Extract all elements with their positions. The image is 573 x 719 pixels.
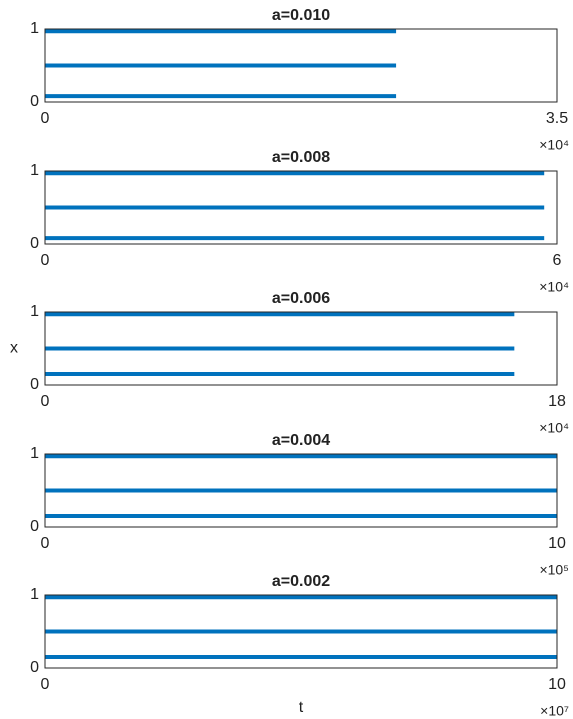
subplot-title: a=0.010 [272, 7, 330, 24]
y-tick-label: 1 [30, 586, 39, 603]
x-exponent: ×10⁵ [539, 562, 569, 578]
axes-box [44, 28, 558, 103]
y-tick-label: 0 [30, 518, 39, 535]
axes-box [44, 311, 558, 386]
y-tick-label: 0 [30, 376, 39, 393]
x-exponent: ×10⁴ [539, 279, 569, 295]
x-tick-label: 0 [41, 676, 50, 693]
x-tick-label: 0 [41, 110, 50, 127]
x-tick-label: 0 [41, 252, 50, 269]
x-tick-label: 0 [41, 393, 50, 410]
x-exponent: ×10⁴ [539, 137, 569, 153]
y-tick-label: 1 [30, 303, 39, 320]
subplot-title: a=0.004 [272, 432, 330, 449]
y-tick-label: 1 [30, 162, 39, 179]
subplot-title: a=0.006 [272, 290, 330, 307]
x-tick-label: 18 [548, 393, 566, 410]
y-tick-label: 1 [30, 20, 39, 37]
x-exponent: ×10⁷ [540, 703, 569, 719]
x-exponent: ×10⁴ [539, 420, 569, 436]
y-tick-label: 0 [30, 659, 39, 676]
x-tick-label: 3.5 [546, 110, 568, 127]
y-tick-label: 0 [30, 235, 39, 252]
axes-box [44, 453, 558, 528]
y-tick-label: 1 [30, 445, 39, 462]
axes-box [44, 594, 558, 669]
axes-box [44, 170, 558, 245]
x-tick-label: 0 [41, 535, 50, 552]
x-axis-label: t [299, 699, 304, 716]
subplot-title: a=0.002 [272, 573, 330, 590]
x-tick-label: 10 [548, 676, 566, 693]
y-axis-label: x [10, 340, 18, 357]
x-tick-label: 6 [553, 252, 562, 269]
x-tick-label: 10 [548, 535, 566, 552]
subplot-title: a=0.008 [272, 149, 330, 166]
y-tick-label: 0 [30, 93, 39, 110]
